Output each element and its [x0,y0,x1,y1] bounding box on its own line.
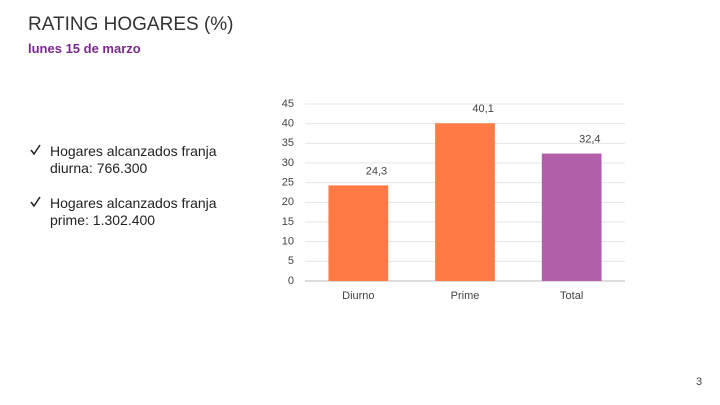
bar [435,123,495,281]
y-tick-label: 0 [288,275,294,287]
bar [328,185,389,281]
value-label: 32,4 [579,133,600,145]
bullet-text: Hogares alcanzados franja diurna: 766.30… [50,143,217,176]
y-tick-label: 40 [282,118,294,130]
value-label: 40,1 [472,103,493,115]
slide-subtitle: lunes 15 de marzo [28,41,141,56]
y-tick-label: 30 [282,157,294,169]
value-label: 24,3 [366,165,387,177]
y-tick-label: 15 [282,216,294,228]
check-icon [30,196,41,208]
x-tick-label: Prime [451,290,480,302]
check-icon [30,144,41,156]
slide-title: RATING HOGARES (%) [28,14,234,35]
x-tick-label: Total [560,290,583,302]
y-tick-label: 20 [282,196,294,208]
page-number: 3 [696,376,703,388]
x-tick-label: Diurno [342,290,374,302]
y-tick-label: 5 [288,255,294,267]
y-tick-label: 35 [282,137,294,149]
bar [541,153,602,281]
bullet-text: Hogares alcanzados franja prime: 1.302.4… [50,195,217,228]
y-tick-label: 45 [282,98,294,110]
y-tick-label: 10 [282,236,294,248]
y-tick-label: 25 [282,177,294,189]
